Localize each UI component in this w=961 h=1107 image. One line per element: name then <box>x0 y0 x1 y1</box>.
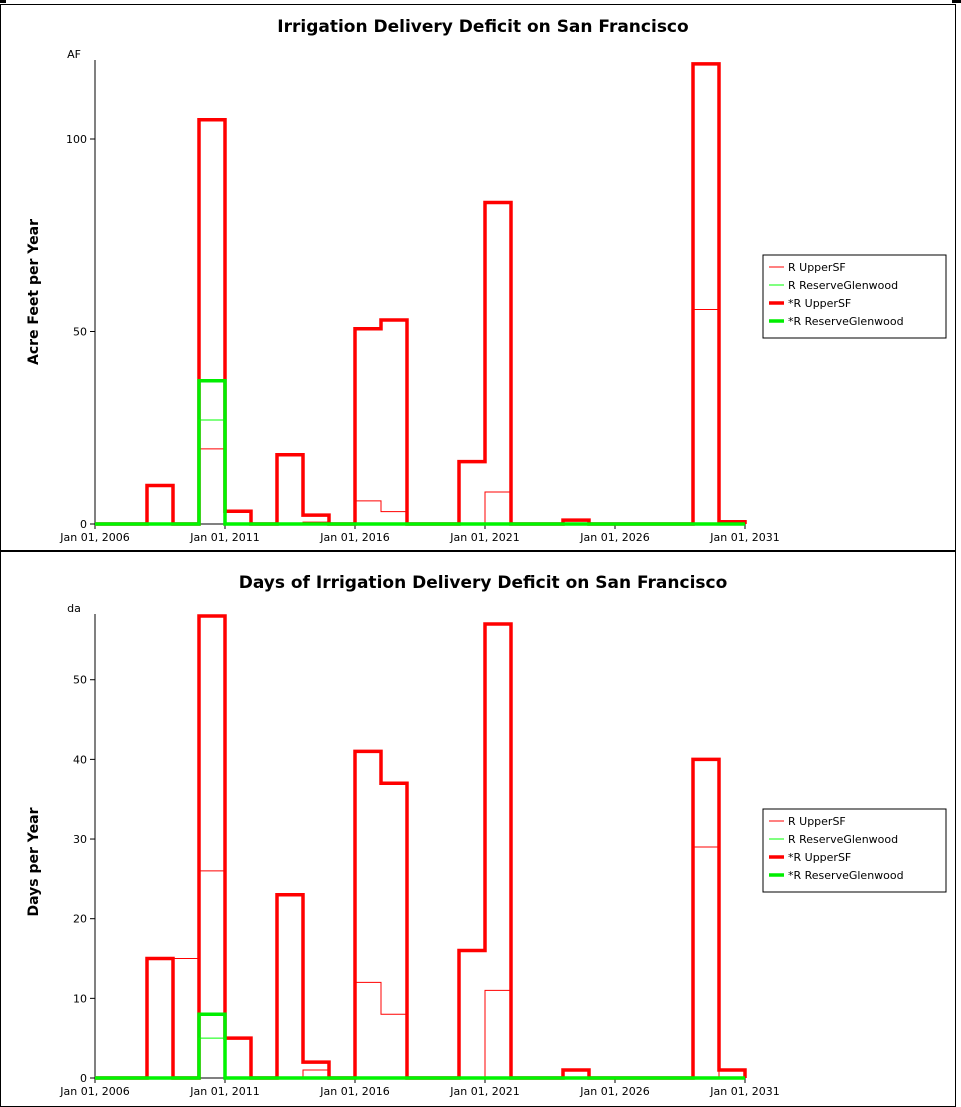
y-tick-label: 0 <box>80 1072 87 1085</box>
legend-label: *R UpperSF <box>788 851 851 864</box>
chart-title: Days of Irrigation Delivery Deficit on S… <box>239 573 728 593</box>
chart-legend: R UpperSF R ReserveGlenwood *R UpperSF *R R… <box>762 808 947 893</box>
x-tick-label: Jan 01, 2011 <box>189 531 259 544</box>
legend-label: R UpperSF <box>788 815 846 828</box>
y-axis-title: Days per Year <box>26 807 42 916</box>
legend-label: R ReserveGlenwood <box>788 833 898 846</box>
deficit-acre-feet-chart: Irrigation Delivery Deficit on San Franc… <box>0 4 956 551</box>
y-tick-label: 10 <box>73 992 87 1005</box>
chart-legend: R UpperSF R ReserveGlenwood *R UpperSF *R R… <box>762 254 947 339</box>
series-line-r-reserveglenwood <box>95 419 745 525</box>
x-tick-label: Jan 01, 2026 <box>579 1085 649 1098</box>
series-line-r-reserveglenwood <box>95 1037 745 1079</box>
legend-box <box>762 254 947 339</box>
x-tick-label: Jan 01, 2011 <box>189 1085 259 1098</box>
y-tick-label: 50 <box>73 326 87 339</box>
y-tick-label: 20 <box>73 913 87 926</box>
x-tick-label: Jan 01, 2031 <box>709 1085 779 1098</box>
chart-title: Irrigation Delivery Deficit on San Franc… <box>277 17 688 37</box>
legend-label: *R ReserveGlenwood <box>788 315 904 328</box>
y-tick-label: 40 <box>73 753 87 766</box>
legend-label: R ReserveGlenwood <box>788 279 898 292</box>
y-unit-label: AF <box>67 48 81 61</box>
y-tick-label: 50 <box>73 674 87 687</box>
x-tick-label: Jan 01, 2016 <box>319 531 389 544</box>
deficit-days-chart: Days of Irrigation Delivery Deficit on S… <box>0 551 956 1107</box>
x-tick-label: Jan 01, 2021 <box>449 531 519 544</box>
corner-mark <box>952 0 961 3</box>
corner-mark <box>0 0 6 3</box>
x-tick-label: Jan 01, 2031 <box>709 531 779 544</box>
y-tick-label: 100 <box>66 133 87 146</box>
legend-label: *R ReserveGlenwood <box>788 869 904 882</box>
x-tick-label: Jan 01, 2016 <box>319 1085 389 1098</box>
legend-box <box>762 808 947 893</box>
y-tick-label: 30 <box>73 833 87 846</box>
x-tick-label: Jan 01, 2006 <box>59 1085 129 1098</box>
legend-label: R UpperSF <box>788 261 846 274</box>
plot-area: 0 50 100 Jan 01, 2006 Jan 01, 2011 Jan 01, 20… <box>59 60 780 544</box>
x-tick-label: Jan 01, 2026 <box>579 531 649 544</box>
y-axis-title: Acre Feet per Year <box>26 219 42 365</box>
x-tick-label: Jan 01, 2021 <box>449 1085 519 1098</box>
y-unit-label: da <box>67 602 81 615</box>
x-tick-label: Jan 01, 2006 <box>59 531 129 544</box>
plot-area: 0 10 20 30 40 50 Jan 01, 2006 Jan 01, 2011 Jan 0… <box>59 614 780 1098</box>
legend-label: *R UpperSF <box>788 297 851 310</box>
y-tick-label: 0 <box>80 518 87 531</box>
